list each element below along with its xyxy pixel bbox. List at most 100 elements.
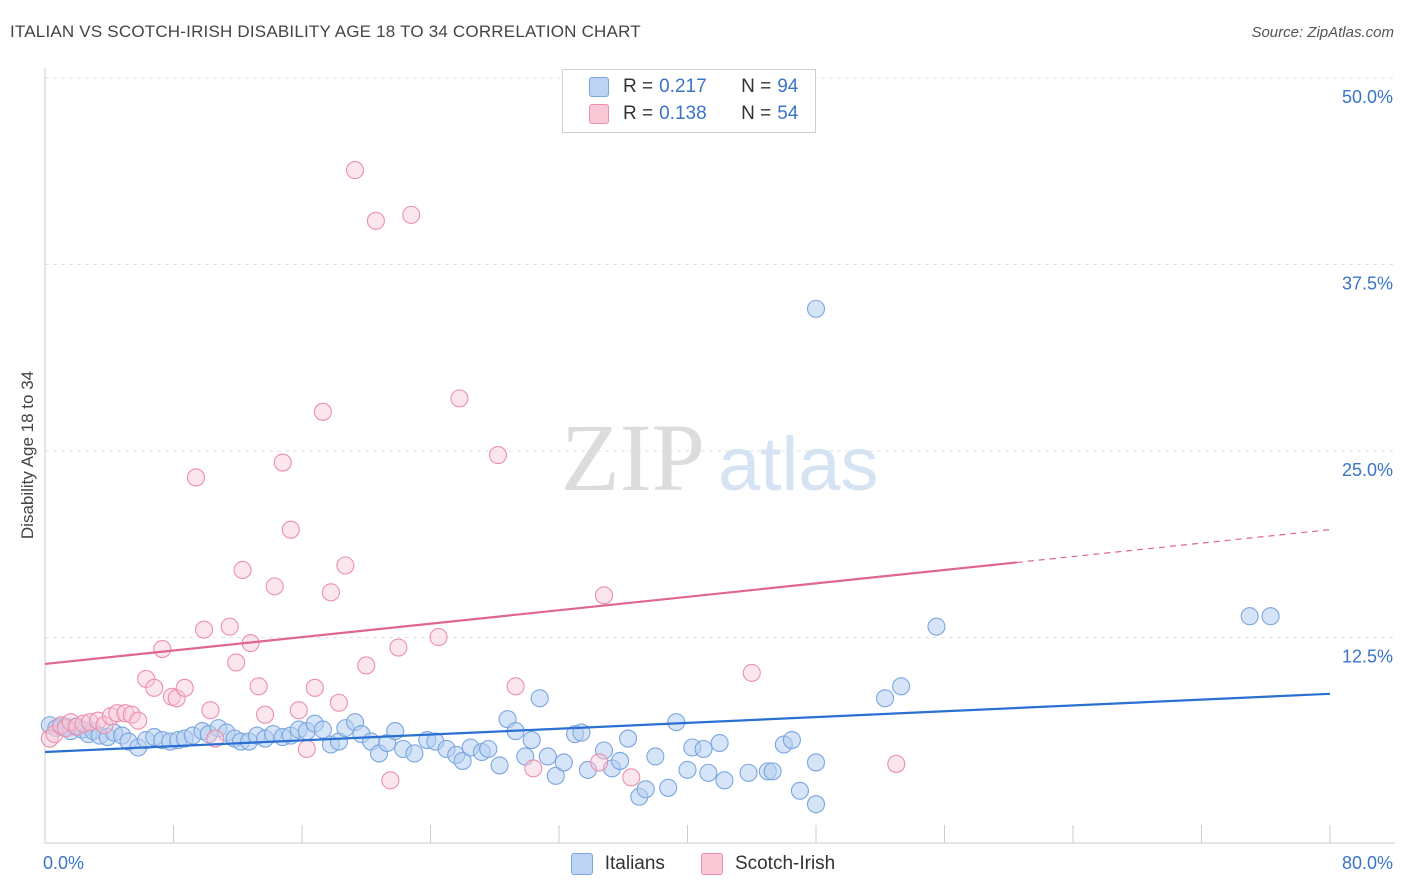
point-scotch-irish	[220, 617, 239, 636]
series-swatch-scotch-irish	[700, 853, 723, 875]
series-legend-italians[interactable]: Italians	[570, 853, 665, 875]
legend-swatch-scotch-irish	[589, 104, 609, 124]
point-italians	[739, 763, 758, 782]
legend-n-value-italians: 94	[777, 76, 799, 97]
point-italians	[1240, 607, 1259, 626]
point-italians	[715, 771, 734, 790]
legend-r-value-scotch-irish: 0.138	[659, 103, 707, 124]
chart-title: ITALIAN VS SCOTCH-IRISH DISABILITY AGE 1…	[10, 22, 641, 41]
point-scotch-irish	[506, 677, 525, 696]
point-scotch-irish	[153, 639, 172, 659]
point-italians	[538, 747, 557, 766]
point-italians	[554, 753, 573, 772]
point-scotch-irish	[357, 656, 376, 675]
legend-n-label: N =	[741, 103, 772, 124]
point-scotch-irish	[256, 705, 275, 724]
source-label: Source: ZipAtlas.com	[1251, 24, 1394, 41]
x-tick-label: 0.0%	[43, 853, 84, 873]
point-italians	[806, 753, 826, 772]
point-scotch-irish	[95, 716, 114, 735]
point-scotch-irish	[186, 468, 206, 487]
trendline-scotch-irish-extension	[1016, 529, 1331, 564]
point-scotch-irish	[305, 678, 324, 697]
watermark-atlas: atlas	[718, 422, 879, 507]
point-scotch-irish	[297, 739, 316, 759]
point-scotch-irish	[227, 653, 246, 672]
point-scotch-irish	[289, 701, 308, 720]
point-italians	[636, 780, 655, 799]
series-swatch-italians	[570, 853, 593, 875]
point-italians	[699, 763, 718, 782]
point-italians	[530, 689, 549, 708]
trend-lines	[44, 529, 1331, 754]
point-scotch-irish	[175, 678, 194, 697]
point-scotch-irish	[381, 771, 400, 790]
series-label-scotch-irish: Scotch-Irish	[734, 853, 836, 874]
y-tick-label: 50.0%	[1342, 87, 1393, 107]
point-italians	[806, 299, 826, 318]
point-scotch-irish	[281, 520, 300, 539]
point-italians	[522, 731, 541, 750]
y-tick-label: 25.0%	[1342, 460, 1393, 480]
point-italians	[927, 617, 946, 636]
point-scotch-irish	[450, 389, 469, 408]
point-italians	[678, 760, 697, 779]
point-italians	[782, 731, 801, 750]
point-scotch-irish	[622, 768, 641, 787]
point-scotch-irish	[74, 714, 93, 733]
point-italians	[1261, 607, 1280, 626]
point-scotch-irish	[524, 759, 543, 778]
point-italians	[790, 781, 809, 800]
point-scotch-irish	[366, 211, 385, 230]
watermark-zip: ZIP	[561, 404, 705, 511]
point-italians	[646, 747, 665, 766]
legend-n-label: N =	[741, 76, 772, 97]
point-italians	[546, 766, 565, 785]
point-italians	[763, 762, 782, 781]
point-italians	[710, 733, 729, 753]
x-tick-label: 80.0%	[1342, 853, 1393, 873]
series-legend-scotch-irish[interactable]: Scotch-Irish	[700, 853, 836, 875]
y-tick-label: 37.5%	[1342, 274, 1393, 294]
point-scotch-irish	[206, 729, 225, 748]
point-italians	[490, 756, 509, 775]
legend-row-scotch-irish: R = 0.138 N = 54	[589, 103, 798, 125]
point-italians	[619, 729, 638, 748]
point-scotch-irish	[194, 620, 214, 639]
legend-n-value-scotch-irish: 54	[777, 103, 799, 124]
point-scotch-irish	[594, 586, 614, 605]
point-italians	[892, 677, 911, 696]
legend-row-italians: R = 0.217 N = 94	[589, 76, 798, 98]
trendline-italians	[44, 692, 1331, 754]
point-scotch-irish	[336, 556, 355, 575]
legend-r-label: R =	[623, 76, 654, 97]
point-scotch-irish	[887, 754, 906, 773]
point-italians	[405, 744, 424, 763]
point-italians	[806, 795, 826, 814]
legend: R = 0.217 N = 94 R = 0.138 N = 54	[562, 69, 816, 133]
point-italians	[479, 739, 498, 759]
trendline-scotch-irish	[44, 561, 1017, 666]
legend-r-value-italians: 0.217	[659, 76, 707, 97]
point-scotch-irish	[249, 677, 268, 696]
point-scotch-irish	[345, 161, 365, 180]
point-scotch-irish	[429, 628, 448, 647]
point-italians	[453, 751, 472, 770]
y-axis-label: Disability Age 18 to 34	[18, 371, 37, 539]
point-italians	[578, 760, 597, 779]
legend-r-label: R =	[623, 103, 654, 124]
point-italians	[694, 739, 713, 759]
legend-swatch-italians	[589, 77, 609, 97]
point-scotch-irish	[265, 577, 284, 596]
point-scotch-irish	[45, 725, 64, 744]
point-italians	[659, 778, 678, 797]
point-scotch-irish	[313, 402, 332, 421]
point-scotch-irish	[590, 753, 609, 772]
point-italians	[313, 720, 332, 739]
point-scotch-irish	[488, 446, 508, 465]
series-label-italians: Italians	[604, 853, 665, 874]
gridlines	[45, 77, 1395, 638]
point-scotch-irish	[273, 453, 292, 472]
point-italians	[610, 751, 630, 770]
